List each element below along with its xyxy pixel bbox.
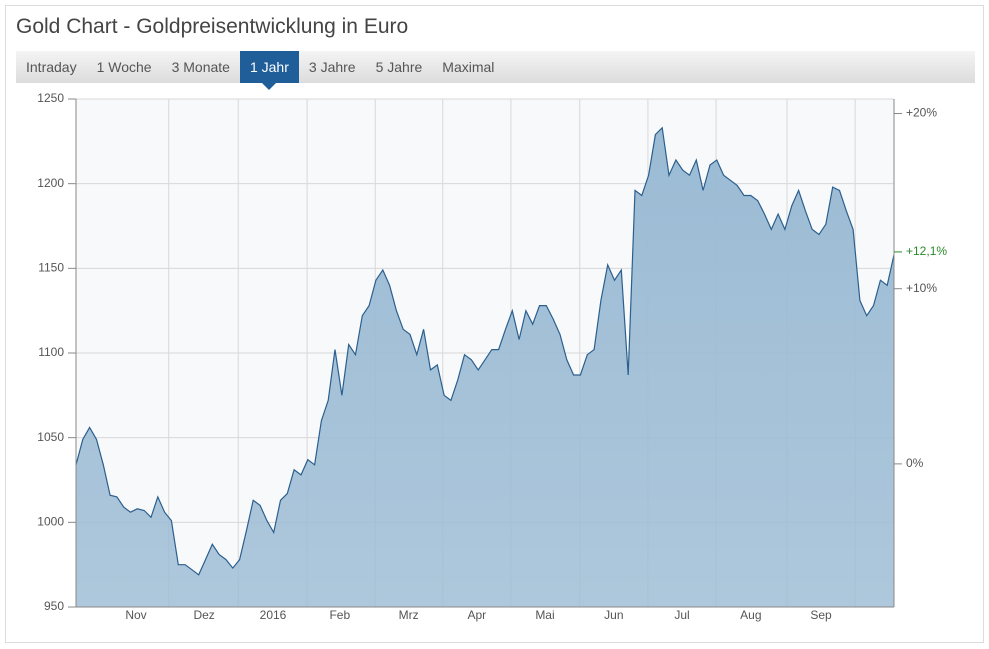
x-tick-label: Aug [740,608,761,622]
tab[interactable]: 3 Monate [171,59,230,75]
x-tick-label: Jun [604,608,623,622]
y-tick-label: 950 [44,599,64,613]
y-tick-label: 1200 [37,176,64,190]
tab[interactable]: 5 Jahre [375,59,423,75]
y-tick-label: 1150 [38,261,64,275]
tab[interactable]: Maximal [442,59,495,75]
x-tick-label: Nov [125,608,146,622]
tab[interactable]: Intraday [26,59,77,75]
y2-tick-label: +10% [906,281,937,295]
line [75,126,895,576]
x-tick-label: Dez [193,608,214,622]
tab-bar: Intraday 1 Woche 3 Monate 1 Jahr 3 Jahre 5 Ja… [16,51,975,90]
x-tick-label: Jul [674,608,689,622]
y-tick-label: 1050 [37,430,64,444]
y-tick-label: 1000 [37,515,64,529]
x-tick-label: Feb [329,608,350,622]
y-tick-label: 1250 [37,91,64,105]
area [76,127,894,608]
tab[interactable]: 1 Woche [96,59,152,75]
y-tick-label: 1100 [38,345,64,359]
x-tick-label: Mai [535,608,554,622]
y2-tick-label: 0% [906,456,924,470]
tab[interactable]: 1 Jahr [239,51,299,90]
x-tick-label: Apr [467,608,486,622]
y2-tick-label: +20% [906,106,937,120]
x-tick-label: Sep [810,608,832,622]
x-tick-label: Mrz [399,608,419,622]
tab[interactable]: 3 Jahre [308,59,356,75]
current-change-label: +12,1% [906,244,947,258]
x-tick-label: 2016 [260,608,287,622]
title: Gold Chart - Goldpreisentwicklung in Eur… [16,15,409,38]
